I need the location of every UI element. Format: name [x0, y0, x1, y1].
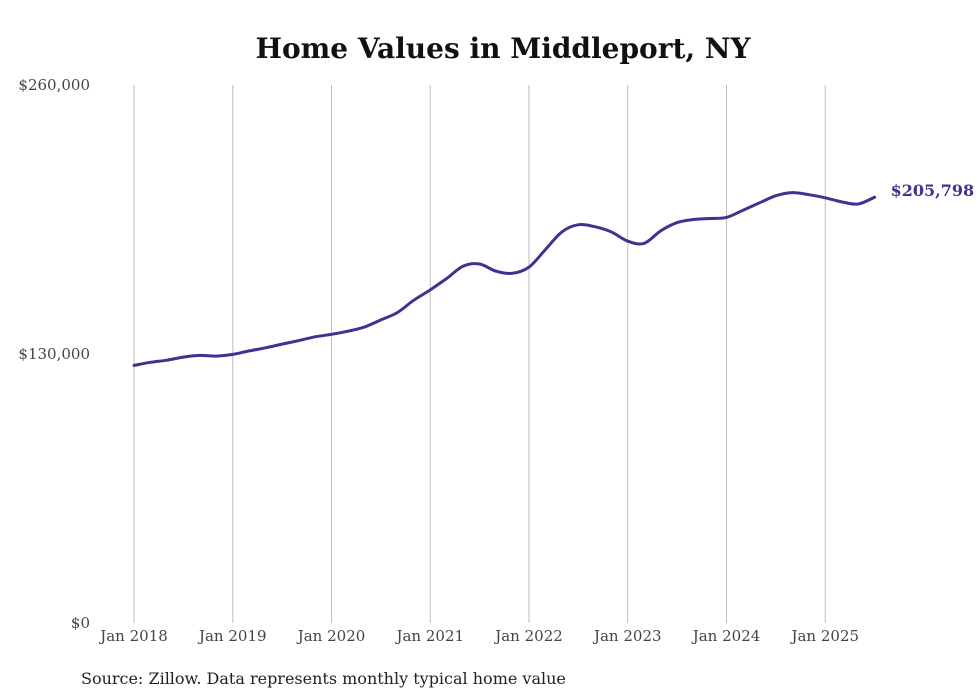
x-tick-label: Jan 2020: [296, 627, 366, 645]
data-point: [413, 299, 415, 301]
data-point: [281, 343, 283, 345]
data-point: [791, 191, 793, 193]
data-point: [692, 218, 694, 220]
x-tick-label: Jan 2023: [592, 627, 662, 645]
y-tick-label: $0: [71, 614, 90, 632]
data-point: [511, 272, 513, 274]
data-point: [347, 330, 349, 332]
x-tick-label: Jan 2024: [691, 627, 761, 645]
data-point: [478, 263, 480, 265]
x-tick-label: Jan 2019: [197, 627, 267, 645]
data-point: [758, 202, 760, 204]
data-point: [462, 265, 464, 267]
data-point: [676, 221, 678, 223]
data-point: [232, 353, 234, 355]
data-point: [248, 350, 250, 352]
series-line: [132, 191, 877, 367]
data-point: [429, 289, 431, 291]
data-point: [396, 311, 398, 313]
data-point: [709, 217, 711, 219]
x-tick-label: Jan 2025: [789, 627, 859, 645]
data-point: [610, 231, 612, 233]
data-point: [528, 266, 530, 268]
data-point: [149, 361, 151, 363]
source-note: Source: Zillow. Data represents monthly …: [81, 669, 566, 688]
data-point: [659, 230, 661, 232]
data-point: [133, 364, 135, 366]
data-point: [544, 248, 546, 250]
data-point: [166, 359, 168, 361]
x-tick-label: Jan 2018: [98, 627, 168, 645]
data-point: [841, 201, 843, 203]
data-point: [742, 209, 744, 211]
data-point: [725, 216, 727, 218]
data-point: [808, 193, 810, 195]
data-point: [577, 223, 579, 225]
data-point: [380, 319, 382, 321]
data-point: [495, 270, 497, 272]
x-axis-ticks: Jan 2018 Jan 2019 Jan 2020 Jan 2021 Jan 2022…: [98, 627, 859, 645]
data-point: [627, 240, 629, 242]
data-point: [199, 354, 201, 356]
data-point: [643, 242, 645, 244]
x-tick-label: Jan 2022: [493, 627, 563, 645]
data-point: [594, 226, 596, 228]
data-point: [873, 196, 875, 198]
data-point: [264, 347, 266, 349]
data-point: [824, 197, 826, 199]
y-axis-ticks: $0 $130,000 $260,000: [18, 76, 90, 632]
data-point: [363, 326, 365, 328]
data-point: [314, 336, 316, 338]
series-layer: $205,798: [132, 181, 975, 367]
data-point: [446, 277, 448, 279]
data-point: [330, 333, 332, 335]
data-point: [297, 339, 299, 341]
vertical-gridlines: [133, 85, 826, 623]
y-tick-label: $260,000: [18, 76, 90, 94]
data-point: [857, 203, 859, 205]
data-point: [775, 195, 777, 197]
x-tick-label: Jan 2021: [394, 627, 464, 645]
y-tick-label: $130,000: [18, 345, 90, 363]
chart-title: Home Values in Middleport, NY: [256, 32, 752, 65]
data-point: [182, 356, 184, 358]
end-value-label: $205,798: [891, 181, 975, 200]
data-point: [561, 231, 563, 233]
data-point: [215, 355, 217, 357]
